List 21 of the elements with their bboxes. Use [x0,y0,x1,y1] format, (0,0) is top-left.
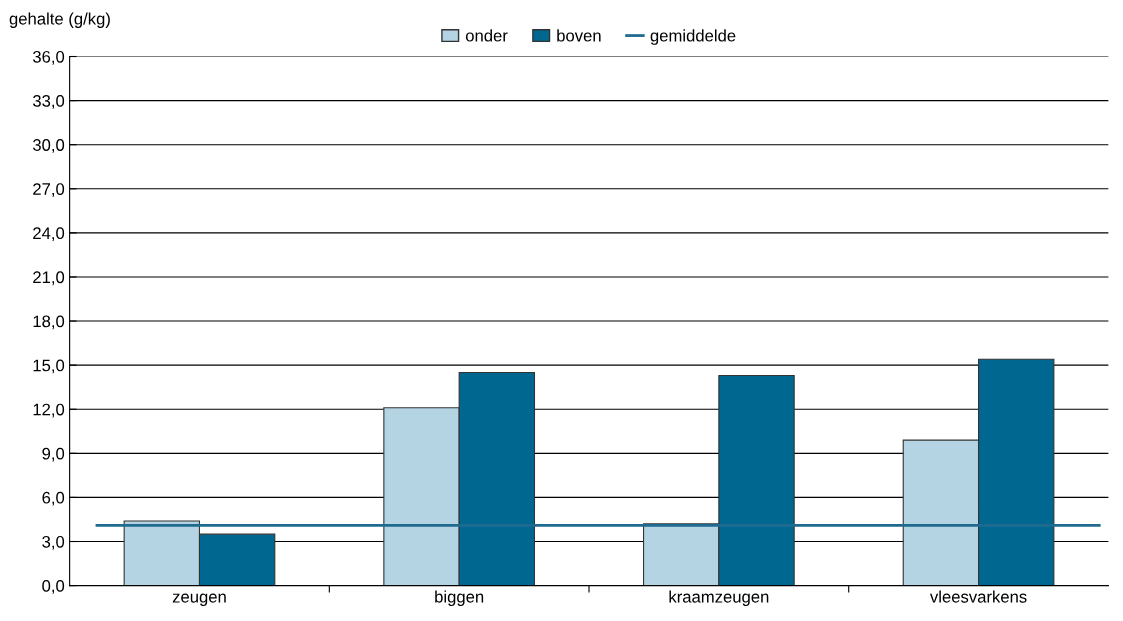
y-tick-label: 15,0 [33,359,65,374]
y-tick-label: 3,0 [42,535,65,550]
y-tick-label: 33,0 [32,95,65,109]
legend-label: gemiddelde [650,29,736,45]
y-tick-label: 18,0 [33,315,65,330]
y-tick-label: 0,0 [42,580,65,594]
y-tick-label: 21,0 [33,271,65,286]
x-tick-label: zeugen [172,593,226,606]
y-tick-label: 9,0 [42,447,65,462]
legend-label: boven [557,29,601,42]
y-axis-title: gehalte (g/kg) [9,12,110,28]
x-tick-label: biggen [435,590,484,606]
x-tick-label: kraamzeugen [669,590,769,606]
y-tick-label: 27,0 [33,183,65,197]
y-tick-label: 30,0 [32,139,65,153]
legend-label: onder [465,29,508,42]
x-tick-label: vleesvarkens [929,590,1027,603]
y-tick-label: 6,0 [42,491,65,506]
y-tick-label: 24,0 [33,227,65,242]
y-tick-label: 36,0 [32,50,65,65]
y-tick-label: 12,0 [33,403,65,418]
